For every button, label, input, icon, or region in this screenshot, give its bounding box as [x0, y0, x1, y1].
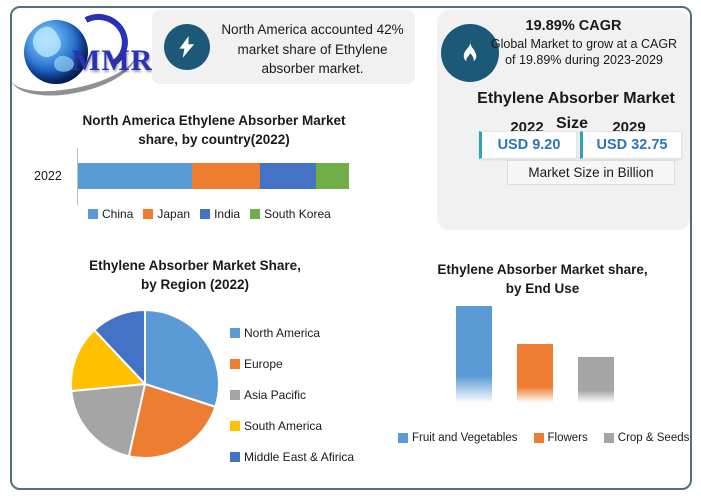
country-chart-title: North America Ethylene Absorber Market s…	[64, 112, 364, 150]
pie-slice-middle-east-afirica	[93, 309, 146, 385]
flame-icon	[463, 39, 477, 64]
legend-item-south-america: South America	[230, 419, 354, 433]
market-size-heading-line2: Size	[555, 115, 588, 132]
enduse-chart-title-line2: by End Use	[505, 280, 580, 296]
cagr-subtitle: Global Market to grow at a CAGR of 19.89…	[490, 37, 678, 68]
highlight-card: North America accounted 42% market share…	[152, 10, 415, 84]
pie-slice-europe	[127, 383, 217, 459]
bar-crop-seeds	[578, 357, 614, 403]
legend-item-south-korea: South Korea	[250, 207, 331, 221]
legend-item-crop-seeds: Crop & Seeds	[603, 432, 690, 444]
legend-label-north-america: North America	[244, 326, 321, 340]
legend-swatch-fruit-and-vegetables	[398, 433, 408, 443]
legend-item-asia-pacific: Asia Pacific	[230, 388, 354, 402]
legend-swatch-crop-seeds	[603, 433, 614, 443]
legend-label-flowers: Flowers	[547, 432, 588, 444]
highlight-text: North America accounted 42% market share…	[221, 22, 404, 77]
bar-flowers	[517, 344, 553, 403]
region-legend: North America Europe Asia Pacific South Ame…	[230, 326, 354, 464]
legend-swatch-south-korea	[250, 209, 261, 219]
cagr-card: 19.89% CAGR Global Market to grow at a C…	[437, 10, 690, 230]
legend-swatch-flowers	[533, 433, 544, 443]
legend-swatch-north-america	[230, 328, 240, 338]
pie-slice-north-america	[144, 309, 220, 408]
legend-label-south-america: South America	[244, 419, 323, 433]
legend-swatch-india	[200, 209, 211, 219]
bar-segment-japan	[191, 163, 260, 189]
legend-swatch-middle-east-afirica	[230, 452, 240, 462]
legend-label-south-korea: South Korea	[264, 207, 331, 221]
lightning-bolt-icon	[179, 36, 195, 58]
frame-border	[10, 6, 692, 490]
region-chart-title-line2: by Region (2022)	[140, 276, 250, 292]
market-size-note: Market Size in Billion	[507, 160, 675, 185]
legend-label-europe: Europe	[244, 357, 283, 371]
cagr-title: 19.89% CAGR	[525, 18, 622, 34]
legend-swatch-china	[88, 209, 98, 219]
country-legend: China Japan India South Korea	[88, 207, 331, 221]
legend-label-india: India	[214, 207, 241, 221]
legend-swatch-asia-pacific	[230, 390, 240, 400]
legend-swatch-europe	[230, 359, 240, 369]
usd-2029-value: USD 32.75	[580, 131, 682, 159]
bar-segment-south-korea	[316, 163, 349, 189]
legend-item-north-america: North America	[230, 326, 354, 340]
country-chart-title-line1: North America Ethylene Absorber Market	[82, 113, 346, 128]
market-size-heading: Ethylene Absorber Market	[477, 90, 675, 107]
region-pie-svg	[70, 309, 220, 459]
country-chart-year-label: 2022	[34, 169, 62, 183]
enduse-chart-title: Ethylene Absorber Market share, by End U…	[400, 261, 685, 299]
lightning-circle	[164, 24, 210, 70]
legend-item-europe: Europe	[230, 357, 354, 371]
legend-item-middle-east-afirica: Middle East & Afirica	[230, 450, 354, 464]
logo-text: MMR	[72, 44, 154, 77]
legend-label-middle-east-afirica: Middle East & Afirica	[244, 450, 355, 464]
bar-segment-india	[259, 163, 317, 189]
bar-segment-china	[78, 163, 192, 189]
enduse-bars	[456, 306, 616, 403]
legend-item-flowers: Flowers	[533, 432, 588, 444]
region-chart-title: Ethylene Absorber Market Share, by Regio…	[45, 257, 345, 295]
globe-icon	[24, 20, 88, 84]
region-chart-title-line1: Ethylene Absorber Market Share,	[89, 258, 301, 273]
country-chart-title-line2: share, by country(2022)	[138, 131, 290, 147]
legend-item-japan: Japan	[143, 207, 190, 221]
legend-item-fruit-and-vegetables: Fruit and Vegetables	[398, 432, 518, 444]
legend-label-china: China	[102, 207, 134, 221]
legend-item-china: China	[88, 207, 133, 221]
flame-circle	[441, 24, 499, 82]
legend-swatch-japan	[143, 209, 154, 219]
legend-label-japan: Japan	[157, 207, 191, 221]
country-chart-y-axis	[77, 148, 78, 205]
mmr-logo: MMR	[4, 7, 156, 106]
legend-item-india: India	[200, 207, 240, 221]
legend-label-crop-seeds: Crop & Seeds	[617, 432, 690, 444]
country-stacked-bar	[78, 163, 349, 189]
legend-label-asia-pacific: Asia Pacific	[244, 388, 307, 402]
pie-slice-asia-pacific	[70, 383, 146, 458]
usd-2022-value: USD 9.20	[479, 131, 577, 159]
enduse-chart-title-line1: Ethylene Absorber Market share,	[437, 262, 648, 277]
pie-slice-south-america	[70, 329, 146, 392]
bar-fruit-and-vegetables	[456, 306, 492, 403]
enduse-legend: Fruit and Vegetables Flowers Crop & Seeds	[398, 432, 689, 444]
legend-swatch-south-america	[230, 421, 240, 431]
legend-label-fruit-and-vegetables: Fruit and Vegetables	[412, 432, 518, 444]
